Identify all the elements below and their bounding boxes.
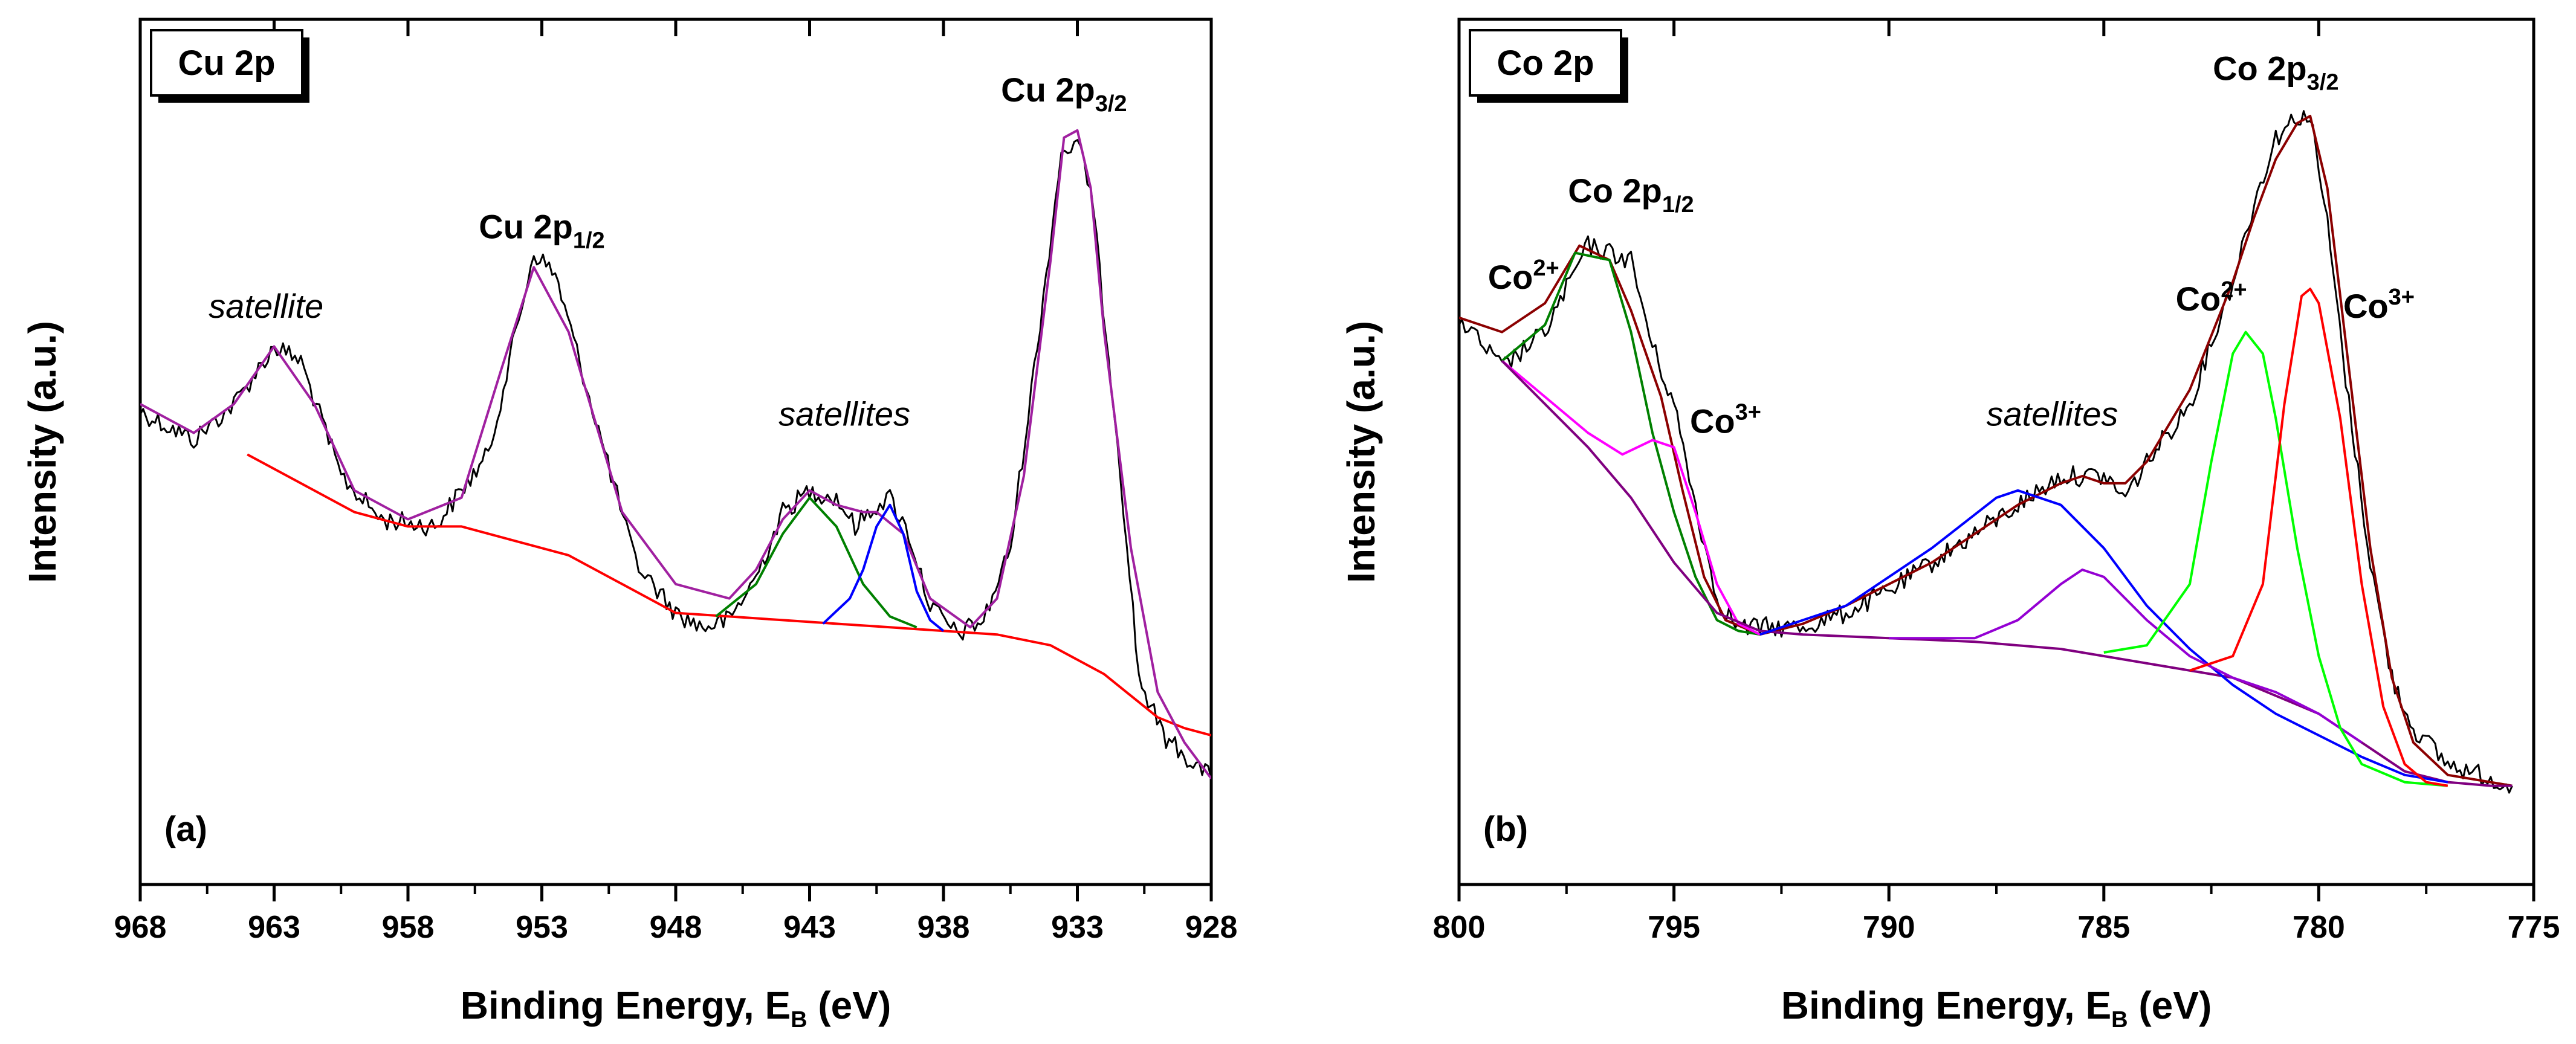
annotation-subscript: 1/2 <box>1662 192 1694 218</box>
annotation-text: Co 2p <box>1568 172 1662 210</box>
x-axis-title-main: Binding Energy, E <box>461 984 791 1027</box>
annotation-text: Co <box>2343 287 2389 325</box>
title-box <box>1469 29 1622 97</box>
series-satellite-1 <box>1759 489 2448 784</box>
x-tick-label: 968 <box>114 910 167 945</box>
series-background <box>1501 359 2513 787</box>
panel-label: (a) <box>164 810 207 849</box>
annotation-text: Cu 2p <box>1001 71 1095 109</box>
annotation-superscript: 3+ <box>2389 285 2415 310</box>
annotation-text: Co <box>1690 402 1735 440</box>
series-envelope <box>1459 115 2513 787</box>
x-tick-label: 775 <box>2508 910 2560 945</box>
x-tick-label: 948 <box>650 910 702 945</box>
panel-label: (b) <box>1483 810 1528 849</box>
annotation-superscript: 2+ <box>1533 256 1559 281</box>
x-axis-title-subscript: B <box>791 1007 807 1033</box>
x-tick-label: 958 <box>382 910 435 945</box>
annotation: Co 2p1/2 <box>1568 172 1694 218</box>
annotation-text: Co 2p <box>2213 49 2307 87</box>
series-group <box>140 129 1211 779</box>
x-axis-title: Binding Energy, EB (eV) <box>1781 984 2212 1033</box>
annotation-subscript: 1/2 <box>573 228 605 254</box>
x-tick-label: 928 <box>1185 910 1238 945</box>
annotation: Co3+ <box>2343 285 2415 325</box>
annotation-superscript: 3+ <box>2389 285 2415 310</box>
panel-a: 968 963 958 953 948 943 938 933 928 Binding Energ… <box>21 18 1238 1033</box>
y-axis-title: Intensity (a.u.) <box>1339 321 1383 583</box>
series-satellite-1 <box>715 496 917 629</box>
annotation-text: Co <box>2343 287 2389 325</box>
annotation-superscript: 3+ <box>1735 399 1761 425</box>
series-satellite-2 <box>822 503 945 632</box>
series-background <box>247 453 1211 737</box>
panel-title: Co 2p <box>1497 44 1594 83</box>
x-axis-title-unit: (eV) <box>2128 984 2212 1027</box>
series-experimental <box>1459 110 2513 794</box>
series-co2-2p1-2 <box>1501 251 1761 636</box>
x-tick-label: 795 <box>1648 910 1700 945</box>
x-axis-title-subscript: B <box>2111 1007 2128 1033</box>
panel-title: Cu 2p <box>178 44 275 83</box>
annotation: Cu 2p3/2 <box>1001 71 1127 117</box>
x-tick-label: 953 <box>516 910 568 945</box>
annotation-text: Co <box>2176 280 2221 318</box>
y-axis-title: Intensity (a.u.) <box>21 321 64 583</box>
annotation: Cu 2p1/2 <box>479 208 604 254</box>
x-tick-label: 933 <box>1051 910 1104 945</box>
x-tick-label: 780 <box>2293 910 2345 945</box>
annotation-text: Co <box>1488 258 1533 296</box>
x-tick-label: 785 <box>2077 910 2130 945</box>
series-co2-2p3-2 <box>2103 330 2448 787</box>
annotation-text: satellites <box>1987 395 2118 433</box>
annotation-superscript: 2+ <box>2221 277 2247 303</box>
series-co3-2p1-2 <box>1501 359 1761 636</box>
x-axis-title-main: Binding Energy, E <box>1781 984 2111 1027</box>
annotation: Co2+ <box>2176 277 2247 318</box>
annotation: Co2+ <box>1488 256 1559 296</box>
x-tick-label: 943 <box>783 910 836 945</box>
series-envelope <box>140 129 1211 779</box>
x-tick-label: 800 <box>1433 910 1486 945</box>
panel-b: 800 795 790 785 780 775 Binding Energy, EB (eV… <box>1339 18 2560 1033</box>
annotation-subscript: 3/2 <box>1095 91 1127 117</box>
annotation: Co3+ <box>1690 399 1761 440</box>
annotation: satellite <box>209 287 323 325</box>
x-axis-title: Binding Energy, EB (eV) <box>461 984 892 1033</box>
x-tick-label: 790 <box>1863 910 1915 945</box>
annotation-text: Cu 2p <box>479 208 573 246</box>
series-group <box>1459 110 2513 794</box>
annotation-subscript: 3/2 <box>2307 69 2339 95</box>
annotation: Co 2p3/2 <box>2213 49 2338 95</box>
x-tick-label: 938 <box>917 910 970 945</box>
x-axis-title-unit: (eV) <box>807 984 892 1027</box>
annotation: satellites <box>1987 395 2118 433</box>
annotation-text: satellite <box>209 287 323 325</box>
annotation: satellites <box>778 395 910 433</box>
series-satellite-2 <box>1889 569 2363 744</box>
annotation: Co3+ <box>2343 285 2415 325</box>
x-tick-label: 963 <box>248 910 300 945</box>
annotation-text: satellites <box>778 395 910 433</box>
series-co3-2p3-2 <box>2189 288 2448 787</box>
title-box <box>150 29 303 97</box>
series-experimental <box>140 139 1211 779</box>
